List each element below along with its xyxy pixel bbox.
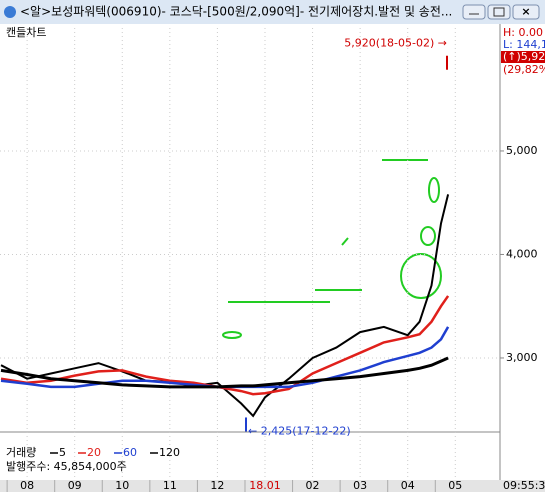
window-title: <알>보성파워텍(006910)- 코스닥-[500원/2,090억]- 전기제… (20, 5, 452, 19)
info-text: L: 144,1 (503, 38, 545, 51)
y-tick-label: 5,000 (506, 144, 538, 157)
drawing (428, 177, 440, 203)
clock: 09:55:3 (503, 479, 545, 492)
user-drawings (222, 159, 442, 339)
legend-entry: 5 (59, 446, 66, 459)
info-highlight (501, 51, 545, 63)
x-axis-band (0, 480, 545, 492)
y-tick-label: 3,000 (506, 351, 538, 364)
x-tick-label: 02 (306, 479, 320, 492)
info-panel: H: 0.00 L: 144,1 (↑)5,92 (29,82% (501, 26, 545, 76)
x-tick-label: 18.01 (249, 479, 281, 492)
legend-entry: 20 (87, 446, 101, 459)
chart-label: 캔들차트 (6, 26, 46, 39)
x-tick-label: 09 (68, 479, 82, 492)
x-tick-label: 03 (353, 479, 367, 492)
annotation: 5,920(18-05-02) → (344, 37, 447, 50)
x-tick-label: 10 (115, 479, 129, 492)
drawing (341, 237, 349, 246)
drawing (420, 226, 436, 246)
title-bar (0, 0, 545, 24)
legend-entry: 60 (123, 446, 137, 459)
info-text: H: 0.00 (503, 26, 543, 39)
minimize-button[interactable] (462, 4, 486, 20)
icon: × (521, 5, 530, 18)
shares-text: 발행주수: 45,854,000주 (6, 460, 127, 473)
legend-entry: 120 (159, 446, 180, 459)
x-tick-label: 04 (401, 479, 415, 492)
ma-line (0, 356, 449, 389)
maximize-button[interactable] (487, 4, 511, 20)
info-text: (↑)5,92 (503, 50, 545, 63)
close-button[interactable] (512, 4, 540, 20)
x-tick-label: 12 (210, 479, 224, 492)
annotation: ← 2,425(17-12-22) (248, 424, 351, 437)
x-tick-label: 05 (448, 479, 462, 492)
icon (493, 7, 505, 17)
ma-line (0, 194, 450, 418)
y-tick-label: 4,000 (506, 247, 538, 260)
ma-line (0, 295, 450, 396)
volume-title: 거래량 (6, 446, 36, 459)
app-icon (4, 6, 16, 18)
x-tick-label: 08 (20, 479, 34, 492)
x-tick-label: 11 (163, 479, 177, 492)
info-text: (29,82% (503, 63, 545, 76)
drawing (222, 331, 242, 339)
